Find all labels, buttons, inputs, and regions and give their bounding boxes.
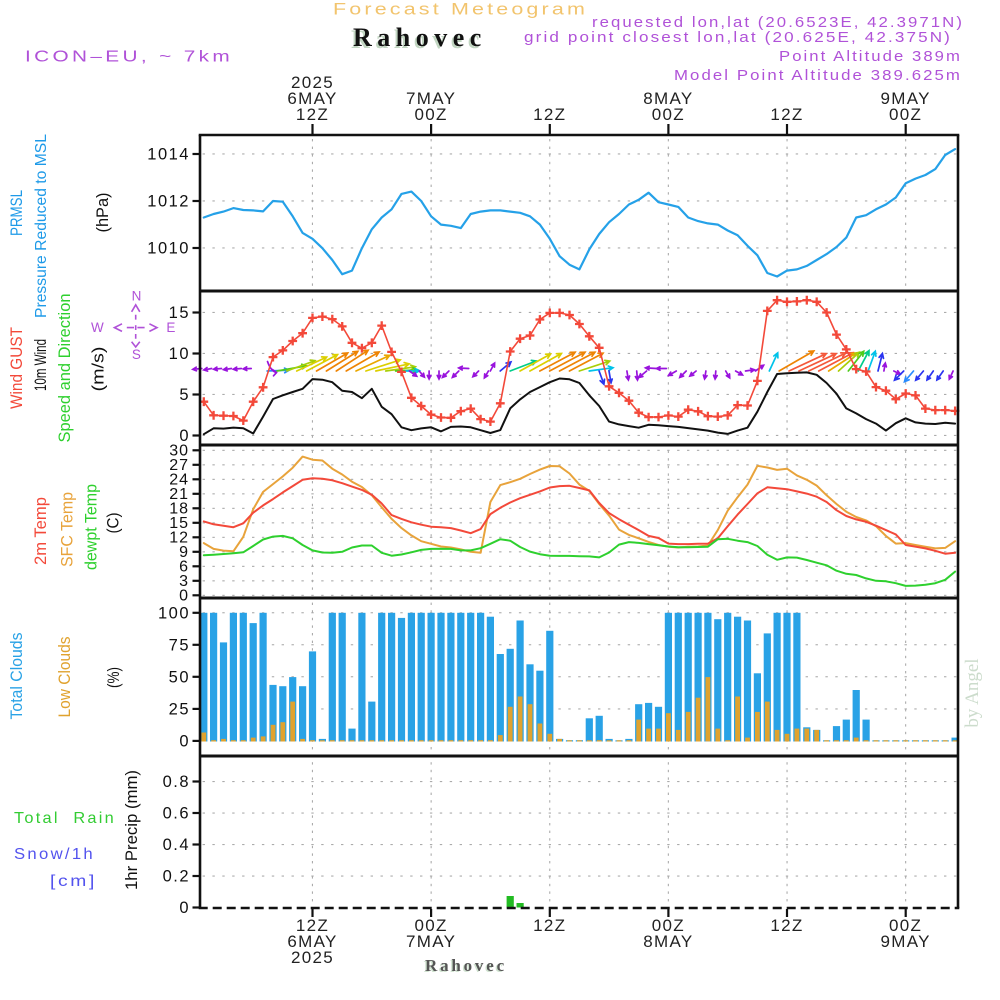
svg-text:0: 0 <box>179 732 190 750</box>
svg-text:7MAY: 7MAY <box>406 89 456 108</box>
svg-text:18: 18 <box>169 500 189 517</box>
svg-text:by Angel: by Angel <box>962 658 983 727</box>
svg-text:W: W <box>91 320 104 335</box>
svg-text:21: 21 <box>169 486 189 503</box>
svg-text:3: 3 <box>179 573 189 590</box>
svg-text:7MAY: 7MAY <box>406 932 456 951</box>
svg-text:6: 6 <box>179 558 189 575</box>
svg-text:(hPa): (hPa) <box>94 193 112 233</box>
svg-text:ICON–EU, ~ 7km: ICON–EU, ~ 7km <box>25 49 233 66</box>
svg-text:PRMSL: PRMSL <box>8 190 26 236</box>
svg-text:15: 15 <box>169 515 189 532</box>
svg-text:0.4: 0.4 <box>163 836 190 854</box>
svg-text:6MAY: 6MAY <box>287 89 337 108</box>
svg-text:Rahovec: Rahovec <box>353 23 487 52</box>
svg-text:2025: 2025 <box>291 73 334 92</box>
svg-text:requested lon,lat (20.6523E, 4: requested lon,lat (20.6523E, 42.3971N) <box>592 15 964 31</box>
svg-text:00Z: 00Z <box>889 105 922 124</box>
svg-text:24: 24 <box>169 471 189 488</box>
svg-text:12Z: 12Z <box>770 105 803 124</box>
svg-text:0.8: 0.8 <box>163 773 190 791</box>
svg-text:27: 27 <box>169 457 189 474</box>
svg-text:100: 100 <box>158 604 190 622</box>
svg-text:Rahovec: Rahovec <box>424 957 506 976</box>
svg-text:N: N <box>132 289 142 304</box>
svg-text:1hr Precip (mm): 1hr Precip (mm) <box>122 770 141 890</box>
svg-text:Model Point Altitude 389.625m: Model Point Altitude 389.625m <box>674 68 962 84</box>
svg-text:dewpt Temp: dewpt Temp <box>83 484 101 570</box>
svg-text:00Z: 00Z <box>889 916 922 935</box>
svg-text:[cm]: [cm] <box>50 873 97 890</box>
svg-text:2m Temp: 2m Temp <box>32 497 50 565</box>
svg-text:SFC Temp: SFC Temp <box>59 492 77 567</box>
svg-text:12Z: 12Z <box>296 916 329 935</box>
svg-text:12: 12 <box>169 529 189 546</box>
svg-text:15: 15 <box>169 304 190 322</box>
svg-text:9MAY: 9MAY <box>881 89 931 108</box>
svg-text:75: 75 <box>169 636 190 654</box>
svg-text:Pressure Reduced to MSL: Pressure Reduced to MSL <box>33 134 50 318</box>
svg-text:0: 0 <box>179 587 189 604</box>
svg-text:00Z: 00Z <box>652 916 685 935</box>
svg-text:grid point closest lon,lat (20: grid point closest lon,lat (20.625E, 42.… <box>524 30 952 46</box>
svg-text:Low Clouds: Low Clouds <box>56 637 74 718</box>
svg-text:0: 0 <box>179 899 190 917</box>
svg-text:1014: 1014 <box>147 146 190 164</box>
svg-text:(%): (%) <box>105 667 123 688</box>
svg-text:S: S <box>132 347 141 362</box>
svg-text:Rahovec: Rahovec <box>425 956 507 975</box>
svg-text:5: 5 <box>179 386 190 404</box>
svg-text:8MAY: 8MAY <box>643 89 693 108</box>
svg-text:(C): (C) <box>105 513 123 534</box>
svg-text:Total Rain: Total Rain <box>14 810 116 827</box>
svg-text:Forecast Meteogram: Forecast Meteogram <box>333 0 588 19</box>
svg-text:9: 9 <box>179 544 189 561</box>
svg-text:E: E <box>166 320 175 335</box>
svg-text:00Z: 00Z <box>652 105 685 124</box>
svg-text:1010: 1010 <box>147 240 190 258</box>
svg-text:Rahovec: Rahovec <box>351 25 485 54</box>
svg-text:Point Altitude 389m: Point Altitude 389m <box>779 49 962 65</box>
svg-text:00Z: 00Z <box>415 105 448 124</box>
svg-text:Speed and Direction: Speed and Direction <box>56 294 74 443</box>
svg-text:1012: 1012 <box>147 193 190 211</box>
svg-text:12Z: 12Z <box>533 105 566 124</box>
svg-text:25: 25 <box>169 700 190 718</box>
svg-text:12Z: 12Z <box>533 916 566 935</box>
svg-text:12Z: 12Z <box>296 105 329 124</box>
svg-text:10m Wind: 10m Wind <box>32 339 50 391</box>
svg-text:2025: 2025 <box>291 948 334 967</box>
svg-text:10: 10 <box>169 345 190 363</box>
svg-text:00Z: 00Z <box>415 916 448 935</box>
svg-text:Wind GUST: Wind GUST <box>8 327 26 409</box>
svg-text:Total Clouds: Total Clouds <box>8 633 26 720</box>
svg-text:6MAY: 6MAY <box>287 932 337 951</box>
svg-text:50: 50 <box>169 668 190 686</box>
svg-text:Snow/1h: Snow/1h <box>14 846 95 863</box>
svg-text:0.6: 0.6 <box>163 805 190 823</box>
svg-text:12Z: 12Z <box>770 916 803 935</box>
svg-text:30: 30 <box>169 442 189 459</box>
svg-text:0.2: 0.2 <box>163 868 190 886</box>
svg-text:8MAY: 8MAY <box>643 932 693 951</box>
svg-text:(m/s): (m/s) <box>90 347 108 392</box>
svg-text:9MAY: 9MAY <box>881 932 931 951</box>
svg-text:0: 0 <box>179 427 190 445</box>
